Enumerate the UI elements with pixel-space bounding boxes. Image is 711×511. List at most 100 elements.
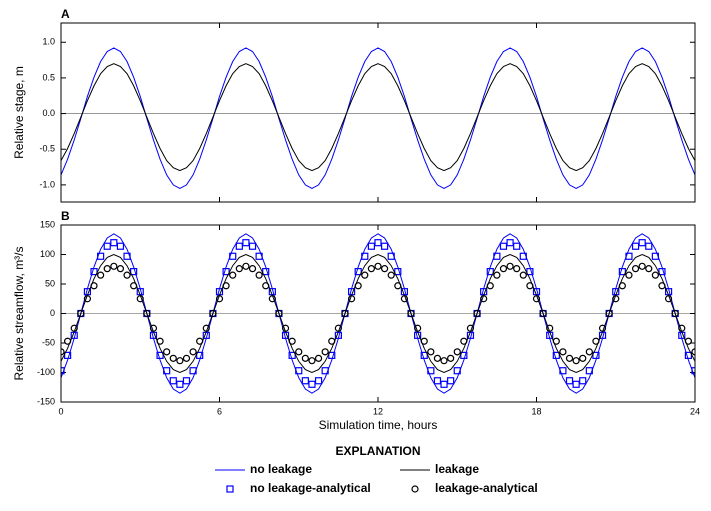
square-marker [354, 268, 362, 276]
circle-marker [275, 309, 283, 318]
y-axis-label: Relative stage, m [12, 66, 26, 159]
square-marker [506, 239, 514, 247]
square-marker [381, 242, 389, 250]
circle-marker [97, 271, 105, 279]
circle-marker [176, 357, 184, 365]
circle-marker [598, 324, 607, 332]
circle-marker [248, 265, 257, 273]
plot-area [61, 23, 695, 202]
circle-marker [493, 271, 501, 279]
circle-marker [605, 309, 613, 318]
circle-marker [480, 295, 488, 303]
square-marker [176, 380, 184, 388]
circle-marker [618, 282, 626, 290]
panel-label: B [61, 209, 70, 223]
circle-marker [513, 265, 521, 273]
square-marker [321, 367, 329, 375]
circle-marker [691, 348, 695, 356]
square-marker [288, 351, 296, 359]
circle-marker [77, 309, 85, 318]
square-marker [565, 377, 574, 385]
y-tick-label: 100 [40, 249, 55, 259]
square-marker [255, 252, 263, 260]
legend-swatch [411, 485, 419, 493]
y-tick-label: 50 [45, 278, 55, 288]
legend-swatch [226, 485, 234, 493]
square-marker [552, 351, 560, 359]
circle-marker [532, 295, 541, 303]
square-marker [169, 377, 177, 385]
square-marker [592, 351, 600, 359]
circle-marker [288, 337, 296, 345]
circle-marker [546, 324, 554, 332]
circle-marker [301, 354, 309, 362]
circle-marker [235, 265, 243, 273]
square-marker [519, 252, 527, 260]
circle-marker [539, 309, 547, 318]
square-marker [367, 242, 375, 250]
circle-marker [638, 262, 646, 270]
circle-marker [268, 295, 276, 303]
circle-marker [664, 295, 673, 303]
circle-marker [189, 348, 197, 356]
square-marker [460, 351, 468, 359]
square-marker [394, 268, 402, 276]
square-marker [453, 367, 461, 375]
circle-marker [651, 271, 659, 279]
legend-label: no leakage-analytical [250, 481, 371, 495]
y-tick-label: -1.0 [39, 179, 55, 189]
square-marker [638, 239, 646, 247]
y-tick-label: 0.0 [42, 108, 55, 118]
legend-label: leakage [435, 462, 479, 476]
x-axis-label: Simulation time, hours [319, 418, 438, 432]
square-marker [631, 242, 640, 250]
square-marker [486, 268, 494, 276]
square-marker [361, 252, 369, 260]
y-tick-label: -100 [37, 367, 55, 377]
square-marker [440, 380, 448, 388]
circle-marker [196, 337, 204, 345]
series-line [61, 233, 695, 394]
square-marker [189, 367, 197, 375]
square-marker [222, 268, 230, 276]
circle-marker [321, 348, 329, 356]
square-marker [513, 242, 521, 250]
square-marker [61, 367, 65, 375]
circle-marker [64, 337, 72, 345]
y-tick-label: 150 [40, 219, 55, 229]
square-marker [314, 377, 323, 385]
circle-marker [361, 271, 369, 279]
square-marker [433, 377, 442, 385]
series-line [61, 253, 695, 374]
circle-marker [229, 271, 237, 279]
square-marker [618, 268, 626, 276]
circle-marker [347, 295, 356, 303]
panel-label: A [61, 7, 70, 21]
circle-marker [678, 324, 686, 332]
y-tick-label: -50 [42, 337, 55, 347]
y-tick-label: -150 [37, 396, 55, 406]
y-tick-label: 1.0 [42, 37, 55, 47]
square-marker [493, 252, 501, 260]
square-marker [97, 252, 105, 260]
circle-marker [625, 271, 633, 279]
circle-marker [519, 271, 527, 279]
square-marker [64, 351, 72, 359]
circle-marker [565, 354, 574, 362]
circle-marker [466, 324, 475, 332]
circle-marker [136, 295, 144, 303]
circle-marker [572, 357, 580, 365]
circle-marker [314, 354, 323, 362]
circle-marker [328, 337, 336, 345]
circle-marker [215, 295, 224, 303]
circle-marker [308, 357, 316, 365]
circle-marker [447, 354, 455, 362]
circle-marker [374, 262, 382, 270]
square-marker [645, 242, 653, 250]
square-marker [374, 239, 382, 247]
circle-marker [103, 265, 111, 273]
square-marker [156, 351, 164, 359]
circle-marker [123, 271, 131, 279]
circle-marker [473, 309, 481, 318]
